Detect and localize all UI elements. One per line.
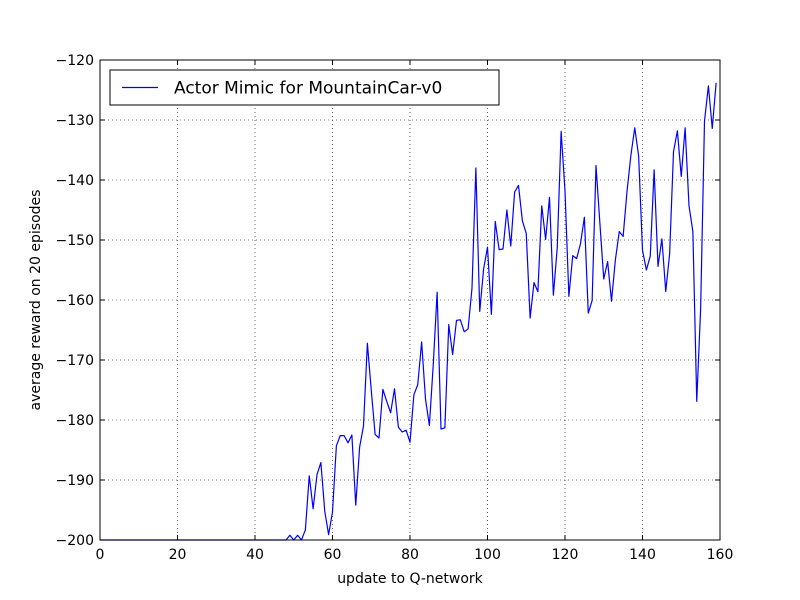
y-tick-label: −160	[56, 293, 94, 309]
tick-labels: 0 20 40 60 80 100 120 140 160 −200 −190 −180 −170 −16…	[56, 53, 734, 563]
ticks	[99, 59, 721, 541]
x-tick-label: 80	[401, 547, 419, 563]
legend-box	[109, 69, 500, 106]
y-tick-label: −190	[56, 473, 94, 489]
y-axis-label: average reward on 20 episodes	[28, 190, 44, 411]
y-tick-label: −130	[56, 113, 94, 129]
x-tick-label: 120	[552, 547, 579, 563]
x-tick-label: 0	[96, 547, 105, 563]
x-tick-label: 20	[169, 547, 187, 563]
y-tick-label: −150	[56, 233, 94, 249]
y-tick-label: −180	[56, 413, 94, 429]
legend: Actor Mimic for MountainCar-v0	[109, 69, 500, 106]
x-tick-label: 60	[324, 547, 342, 563]
grid	[100, 60, 720, 540]
y-tick-label: −140	[56, 173, 94, 189]
x-tick-label: 160	[707, 547, 734, 563]
y-tick-label: −120	[56, 53, 94, 69]
x-tick-label: 40	[246, 547, 264, 563]
y-tick-label: −200	[56, 533, 94, 549]
legend-label: Actor Mimic for MountainCar-v0	[174, 79, 442, 99]
y-tick-label: −170	[56, 353, 94, 369]
x-tick-label: 100	[474, 547, 501, 563]
x-tick-label: 140	[629, 547, 656, 563]
x-axis-label: update to Q-network	[337, 571, 483, 587]
